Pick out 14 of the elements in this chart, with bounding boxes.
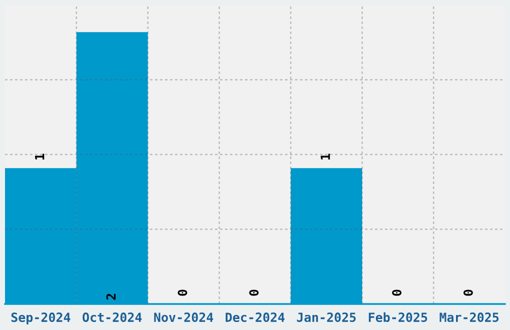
x-tick-label: Dec-2024 — [226, 312, 285, 322]
data-label: 0 — [249, 290, 259, 296]
x-tick-label: Jan-2025 — [296, 312, 356, 322]
x-tick-label: Mar-2025 — [440, 312, 499, 322]
x-tick-label: Nov-2024 — [154, 312, 214, 322]
data-label: 1 — [320, 154, 330, 160]
data-label: 0 — [178, 290, 188, 296]
data-label: 0 — [392, 290, 402, 296]
data-label: 2 — [106, 294, 116, 300]
data-label: 0 — [463, 290, 473, 296]
x-tick-label: Sep-2024 — [11, 312, 70, 324]
x-tick-label: Feb-2025 — [368, 312, 428, 322]
data-label: 1 — [35, 154, 44, 160]
x-tick-label: Oct-2024 — [82, 312, 142, 322]
